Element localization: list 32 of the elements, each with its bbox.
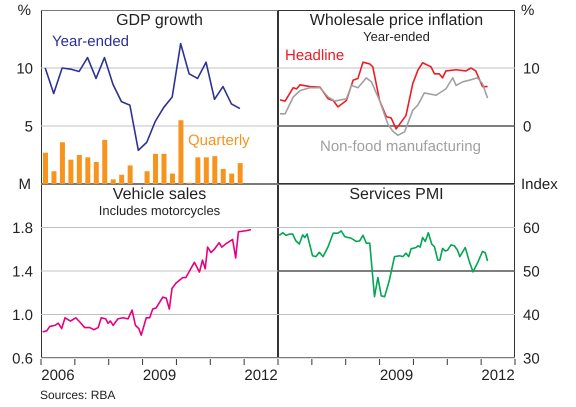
y-axis-title: % [521,2,534,19]
y-tick-label: 30 [523,350,540,368]
series-label: Non-food manufacturing [320,138,481,155]
y-tick-label: 40 [523,306,540,324]
text: Includes motorcycles [98,202,222,218]
y-axis-title: % [18,2,31,19]
y-tick-label: 1.8 [12,220,33,237]
x-tick-label: 2012 [244,367,278,384]
y-tick-label: 1.0 [12,306,33,324]
series-label: Quarterly [188,132,250,149]
y-tick-label: 5 [24,118,33,136]
y-tick-label: 50 [523,263,540,280]
series-label: Year-ended [52,33,130,50]
x-tick-label: 2009 [142,367,176,384]
y-tick-label: 0.6 [12,350,33,368]
y-tick-label: 0 [523,118,532,136]
x-tick-label: 2006 [41,367,75,384]
y-tick-label: 10 [523,60,540,78]
series-label: Headline [285,47,344,64]
x-tick-label: 2012 [481,367,515,384]
chart-title: Services PMI [348,186,445,204]
text: Year-ended [362,28,431,44]
source-note: Sources: RBA [40,388,116,402]
chart-title: Vehicle sales [112,186,208,204]
x-tick-label: 2009 [380,367,414,384]
chart-title: Wholesale price inflation [308,12,484,30]
y-axis-title: M [18,176,31,193]
y-tick-label: 1.4 [12,263,33,280]
y-tick-label: 10 [16,60,33,78]
y-axis-title: Index [521,176,558,193]
y-tick-label: 60 [523,220,540,237]
chart-title: GDP growth [115,12,204,30]
